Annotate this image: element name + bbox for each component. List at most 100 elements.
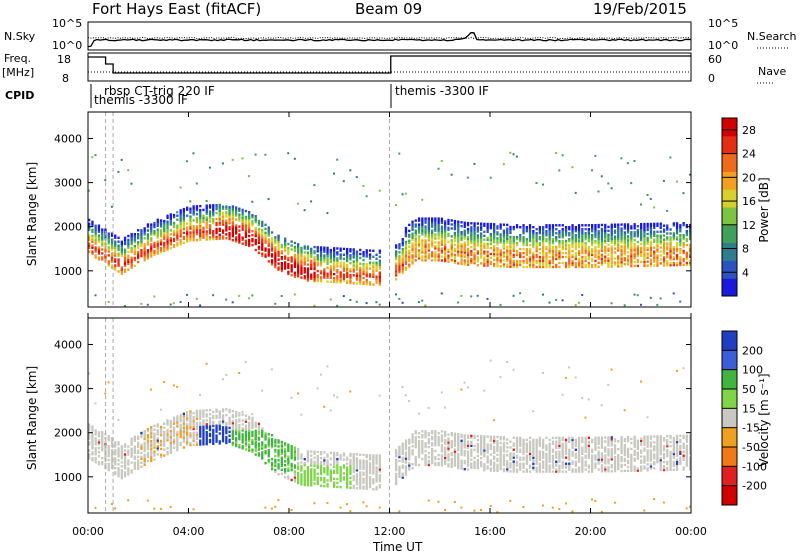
power-cell [172, 233, 176, 237]
power-cell [159, 221, 163, 224]
velocity-cell [127, 499, 130, 502]
velocity-cell [512, 466, 515, 469]
power-cell [558, 169, 561, 172]
velocity-cell [300, 473, 303, 476]
velocity-cell [231, 443, 234, 447]
power-cell [509, 151, 512, 154]
power-cell [123, 248, 127, 251]
power-cell [568, 234, 571, 237]
velocity-cell [463, 434, 466, 437]
velocity-cell [372, 458, 375, 461]
power-cell [179, 217, 182, 220]
power-cell [577, 238, 581, 241]
power-cell [349, 268, 352, 271]
velocity-cell [310, 462, 313, 465]
velocity-cell [545, 452, 548, 455]
power-cell [192, 239, 195, 242]
power-colorbar-label: 12 [742, 219, 756, 232]
velocity-cell [355, 473, 359, 476]
velocity-cell [130, 447, 133, 450]
power-cell [414, 219, 417, 222]
power-cell [290, 244, 293, 247]
power-cell [607, 249, 610, 252]
power-cell [163, 233, 166, 237]
velocity-cell [512, 442, 515, 445]
power-cell [378, 259, 381, 262]
power-cell [610, 249, 613, 252]
power-cell [607, 253, 610, 256]
power-cell [502, 241, 506, 244]
power-cell [594, 265, 597, 269]
velocity-cell [532, 448, 535, 451]
power-cell [440, 249, 444, 252]
power-cell [395, 252, 398, 255]
power-cell [408, 265, 411, 268]
velocity-cell [316, 454, 319, 458]
power-cell [659, 238, 662, 241]
velocity-cell [254, 429, 257, 432]
velocity-cell [463, 460, 466, 463]
power-cell [297, 243, 300, 246]
power-cell [218, 215, 221, 219]
power-cell [679, 300, 682, 303]
velocity-cell [336, 467, 339, 471]
power-cell [110, 258, 114, 261]
velocity-cell [450, 457, 453, 461]
velocity-cell [466, 468, 470, 471]
velocity-cell [97, 435, 101, 438]
power-cell [591, 253, 594, 257]
power-cell [202, 236, 205, 239]
power-cell [682, 224, 685, 227]
velocity-cell [130, 449, 133, 452]
power-cell [649, 250, 653, 253]
velocity-cell [110, 503, 113, 506]
velocity-cell [470, 450, 473, 453]
power-cell [551, 249, 555, 253]
velocity-cell [114, 467, 117, 470]
velocity-cell [153, 444, 156, 447]
velocity-cell [179, 419, 182, 423]
velocity-cell [483, 441, 486, 444]
power-cell [94, 232, 97, 235]
power-cell [649, 226, 653, 230]
power-cell [542, 243, 545, 247]
power-cell [689, 235, 692, 239]
power-cell [512, 249, 515, 253]
power-cell [205, 200, 208, 202]
power-cell [218, 221, 221, 224]
power-cell [261, 232, 264, 236]
velocity-cell [319, 456, 323, 460]
power-cell [522, 261, 525, 265]
power-cell [675, 180, 678, 183]
power-cell [656, 260, 659, 263]
power-cell [476, 258, 479, 261]
power-cell [558, 249, 561, 253]
power-cell [440, 217, 444, 220]
power-cell [408, 233, 411, 237]
velocity-cell [483, 435, 486, 438]
power-cell [564, 261, 568, 265]
velocity-cell [101, 445, 104, 448]
velocity-cell [453, 450, 457, 453]
power-cell [594, 259, 597, 263]
power-cell [267, 254, 270, 257]
power-cell [545, 247, 548, 251]
power-cell [535, 243, 538, 247]
power-cell [493, 262, 496, 266]
power-cell [166, 228, 169, 231]
velocity-cell [172, 442, 176, 445]
power-cell [248, 238, 251, 242]
velocity-cell [195, 443, 199, 446]
power-cell [564, 251, 568, 255]
power-cell [244, 231, 248, 235]
power-cell [643, 240, 646, 244]
velocity-cell [375, 474, 378, 477]
power-cell [493, 254, 496, 258]
power-cell [551, 241, 555, 245]
power-cell [107, 260, 110, 263]
velocity-cell [346, 484, 349, 487]
power-cell [319, 276, 323, 279]
power-cell [127, 260, 130, 263]
velocity-cell [303, 471, 306, 475]
power-cell [319, 256, 323, 259]
